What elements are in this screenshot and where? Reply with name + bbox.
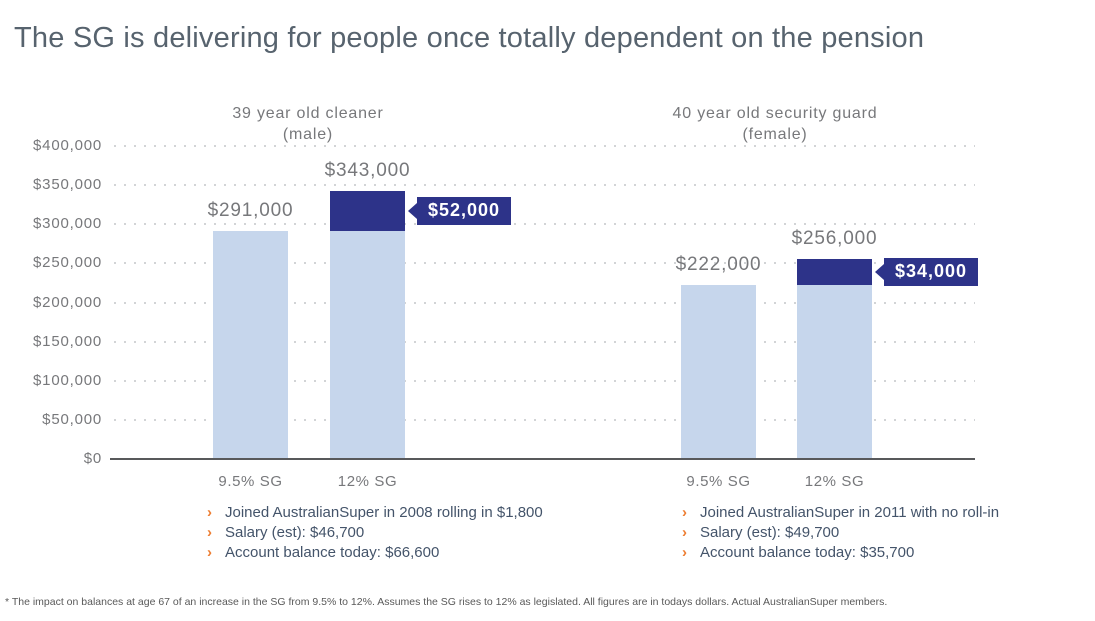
y-axis-tick-label: $50,000 <box>42 410 102 428</box>
bar-cleaner-12-sg: $343,000 $52,000 <box>325 160 512 459</box>
y-axis-tick-label: $200,000 <box>33 293 102 311</box>
bar-value-label: $343,000 <box>324 159 411 181</box>
note-text: Joined AustralianSuper in 2008 rolling i… <box>225 504 543 521</box>
callout-label: $52,000 <box>417 196 512 225</box>
note-item: › Salary (est): $46,700 <box>207 523 637 543</box>
x-axis-line <box>110 458 975 460</box>
chevron-right-icon: › <box>207 504 212 521</box>
group-header-line2: (male) <box>282 126 334 143</box>
page-title: The SG is delivering for people once tot… <box>14 22 925 54</box>
callout-arrow-left-icon <box>875 264 884 281</box>
chevron-right-icon: › <box>682 524 687 541</box>
group-header-line1: 39 year old cleaner <box>232 105 384 122</box>
note-item: › Account balance today: $66,600 <box>207 543 637 563</box>
gridline <box>114 262 975 265</box>
bar-security-guard-9-5-sg: $222,000 <box>676 254 761 459</box>
note-text: Salary (est): $46,700 <box>225 524 365 541</box>
bar-increase-segment: $34,000 <box>797 258 979 287</box>
y-axis-tick-label: $0 <box>83 450 102 467</box>
callout-badge: $52,000 <box>408 196 512 225</box>
callout-badge: $34,000 <box>875 258 979 287</box>
note-text: Salary (est): $49,700 <box>700 524 840 541</box>
note-text: Joined AustralianSuper in 2011 with no r… <box>700 504 1000 521</box>
note-item: › Joined AustralianSuper in 2008 rolling… <box>207 503 637 523</box>
bar-value-label: $256,000 <box>791 227 878 249</box>
y-axis-tick-label: $300,000 <box>33 215 102 233</box>
footnote: * The impact on balances at age 67 of an… <box>5 596 888 608</box>
group-header-line1: 40 year old security guard <box>672 105 878 122</box>
chart-plot-area: $400,000 $350,000 $300,000 $250,000 $200… <box>33 138 979 490</box>
x-tick-label: 9.5% SG <box>218 473 283 490</box>
note-text: Account balance today: $35,700 <box>700 544 915 561</box>
gridline <box>114 418 975 421</box>
bar-base-segment <box>797 285 872 459</box>
gridline <box>114 223 975 226</box>
note-item: › Joined AustralianSuper in 2011 with no… <box>682 503 1095 523</box>
callout-arrow-left-icon <box>408 202 417 219</box>
bar-cleaner-9-5-sg: $291,000 <box>208 200 293 459</box>
x-tick-label: 12% SG <box>337 473 398 490</box>
group-header-line2: (female) <box>742 126 808 143</box>
gridline <box>114 301 975 304</box>
bar-security-guard-12-sg: $256,000 $34,000 <box>792 228 979 459</box>
note-item: › Salary (est): $49,700 <box>682 523 1095 543</box>
y-axis-tick-label: $400,000 <box>33 137 102 154</box>
notes-list-security-guard: › Joined AustralianSuper in 2011 with no… <box>682 503 1095 563</box>
bar-value-label: $291,000 <box>207 200 294 222</box>
x-tick-label: 12% SG <box>804 473 865 490</box>
y-axis-tick-label: $100,000 <box>33 371 102 389</box>
chevron-right-icon: › <box>207 544 212 561</box>
bar-base-segment <box>213 231 288 459</box>
bar-value-label: $222,000 <box>675 254 762 276</box>
group-header-cleaner: 39 year old cleaner (male) <box>148 103 468 145</box>
gridline <box>114 145 975 147</box>
gridline <box>114 184 975 187</box>
note-text: Account balance today: $66,600 <box>225 544 440 561</box>
callout-label: $34,000 <box>884 258 979 287</box>
note-item: › Account balance today: $35,700 <box>682 543 1095 563</box>
chevron-right-icon: › <box>207 524 212 541</box>
x-tick-label: 9.5% SG <box>686 473 751 490</box>
bar-base-segment <box>330 231 405 459</box>
gridline <box>114 340 975 343</box>
gridline <box>114 379 975 382</box>
chevron-right-icon: › <box>682 504 687 521</box>
y-axis-tick-label: $150,000 <box>33 332 102 350</box>
group-header-security-guard: 40 year old security guard (female) <box>615 103 935 145</box>
y-axis-tick-label: $350,000 <box>33 176 102 194</box>
y-axis-tick-label: $250,000 <box>33 254 102 272</box>
chevron-right-icon: › <box>682 544 687 561</box>
bar-increase-segment: $52,000 <box>330 190 512 232</box>
bar-base-segment <box>681 285 756 459</box>
notes-list-cleaner: › Joined AustralianSuper in 2008 rolling… <box>207 503 637 563</box>
